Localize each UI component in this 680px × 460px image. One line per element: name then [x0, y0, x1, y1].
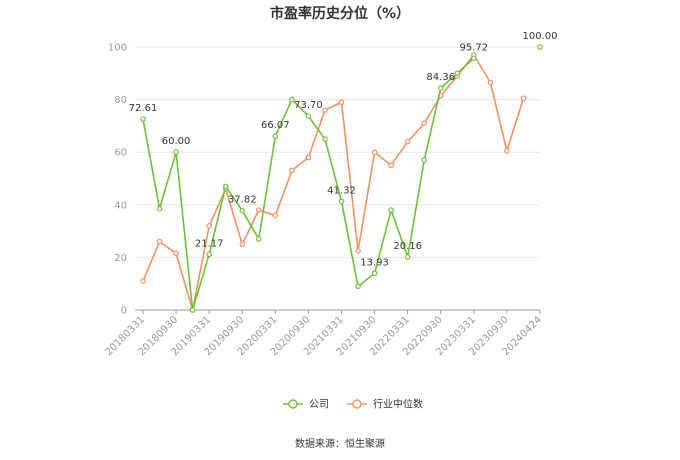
- data-point: [471, 55, 477, 62]
- data-point: [140, 116, 146, 122]
- data-point: [289, 167, 295, 174]
- axes: 0204060801002018033120180930201903312019…: [103, 43, 544, 359]
- data-point: [289, 96, 295, 103]
- legend-item-company[interactable]: 公司: [283, 399, 329, 411]
- grid: [135, 46, 540, 258]
- data-label: 13.93: [360, 257, 389, 268]
- data-point: [206, 251, 212, 258]
- data-point: [487, 79, 494, 86]
- data-labels: 72.61 60.00 21.17 37.82 66.07 73.70 41.32 13.93…: [129, 31, 558, 268]
- series-lines: [140, 44, 543, 313]
- data-point: [355, 283, 361, 290]
- data-point: [371, 270, 378, 277]
- y-tick-label: 20: [114, 253, 127, 264]
- data-point: [338, 198, 345, 205]
- data-label: 100.00: [523, 31, 558, 42]
- legend[interactable]: 公司 行业中位数: [283, 398, 423, 411]
- data-label: 21.17: [195, 238, 224, 249]
- y-tick-label: 100: [108, 43, 127, 54]
- legend-item-industry-median[interactable]: 行业中位数: [347, 398, 423, 411]
- series-industry-median: [140, 52, 527, 313]
- data-label: 66.07: [261, 120, 290, 131]
- data-point: [322, 136, 328, 142]
- series-company: [140, 44, 543, 313]
- legend-label: 公司: [309, 400, 329, 411]
- data-point: [222, 183, 229, 190]
- data-point: [305, 113, 312, 119]
- data-point: [272, 133, 279, 140]
- data-point: [173, 149, 179, 156]
- data-point: [173, 250, 179, 257]
- data-point: [388, 162, 394, 169]
- y-tick-label: 80: [114, 95, 127, 106]
- data-point: [239, 207, 246, 214]
- data-point: [140, 278, 146, 284]
- data-point: [520, 95, 527, 102]
- data-point: [156, 238, 163, 245]
- data-label: 37.82: [228, 195, 257, 206]
- data-point: [239, 241, 246, 248]
- data-point: [454, 70, 461, 77]
- y-tick-label: 0: [121, 306, 127, 317]
- data-label: 20.16: [393, 241, 422, 252]
- data-point: [388, 207, 394, 213]
- data-point: [404, 138, 411, 145]
- data-point: [355, 248, 361, 254]
- data-point: [437, 85, 444, 91]
- data-point: [421, 120, 428, 127]
- legend-marker: [288, 399, 298, 409]
- data-label: 72.61: [129, 103, 158, 114]
- data-point: [421, 157, 428, 163]
- legend-label: 行业中位数: [373, 398, 423, 411]
- data-point: [255, 236, 262, 242]
- data-point: [338, 99, 345, 106]
- data-point: [156, 205, 163, 212]
- data-point: [206, 223, 212, 229]
- series-line: [143, 47, 540, 310]
- data-point: [404, 254, 411, 260]
- data-source-note: 数据来源：恒生聚源: [295, 437, 385, 450]
- data-label: 84.36: [426, 72, 455, 83]
- data-point: [255, 207, 262, 213]
- legend-marker: [352, 399, 362, 409]
- chart-title: 市盈率历史分位（%）: [270, 5, 410, 22]
- data-point: [371, 149, 378, 156]
- data-point: [272, 212, 279, 219]
- data-point: [305, 154, 312, 161]
- data-point: [504, 148, 510, 154]
- data-label: 60.00: [162, 136, 191, 147]
- y-tick-label: 40: [114, 200, 127, 211]
- data-label: 95.72: [460, 42, 489, 53]
- data-point: [189, 307, 196, 313]
- series-line: [142, 54, 525, 311]
- y-tick-label: 60: [114, 148, 127, 159]
- data-label: 41.32: [327, 185, 356, 196]
- data-label: 73.70: [294, 100, 323, 111]
- data-point: [537, 44, 543, 50]
- data-point: [322, 107, 328, 113]
